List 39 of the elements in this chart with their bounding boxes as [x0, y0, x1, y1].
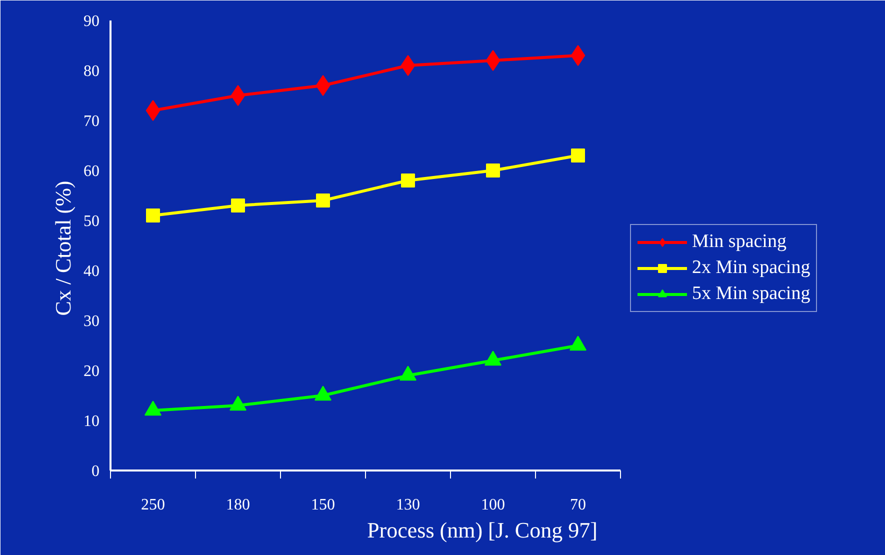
point — [230, 396, 246, 411]
point — [570, 45, 586, 66]
y-tick-label: 80 — [84, 63, 100, 80]
x-tick-label: 180 — [226, 496, 250, 514]
point — [316, 194, 330, 208]
point — [486, 164, 500, 178]
legend-label: 2x Min spacing — [692, 257, 810, 279]
point — [484, 350, 502, 366]
point — [316, 75, 330, 96]
legend-label: 5x Min spacing — [692, 283, 810, 305]
y-tick-label: 0 — [92, 463, 100, 480]
x-tick-label: 70 — [570, 496, 586, 514]
x-tick-label: 150 — [311, 496, 335, 514]
point — [146, 208, 160, 222]
y-tick-label: 10 — [84, 413, 100, 430]
y-tick-label: 20 — [84, 363, 100, 380]
y-tick-label: 60 — [84, 163, 100, 180]
x-axis-title: Process (nm) [J. Cong 97] — [367, 518, 598, 542]
point — [231, 198, 245, 212]
point — [400, 55, 416, 76]
y-tick-label: 90 — [84, 13, 100, 30]
x-tick-label: 250 — [141, 496, 165, 514]
y-tick-label: 30 — [84, 313, 100, 330]
point — [570, 336, 586, 351]
point — [230, 85, 246, 106]
x-tick-label: 130 — [396, 496, 420, 514]
y-tick-label: 50 — [84, 213, 100, 230]
point — [486, 50, 500, 71]
point — [144, 400, 162, 416]
y-axis-title: Cx / Ctotal (%) — [50, 180, 76, 316]
point — [401, 174, 415, 188]
y-tick-label: 40 — [84, 263, 100, 280]
point — [571, 148, 585, 162]
point — [314, 386, 332, 401]
point — [400, 366, 416, 381]
y-tick-label: 70 — [84, 113, 100, 130]
point — [146, 100, 160, 121]
x-tick-label: 100 — [481, 496, 505, 514]
legend-label: Min spacing — [692, 231, 786, 253]
